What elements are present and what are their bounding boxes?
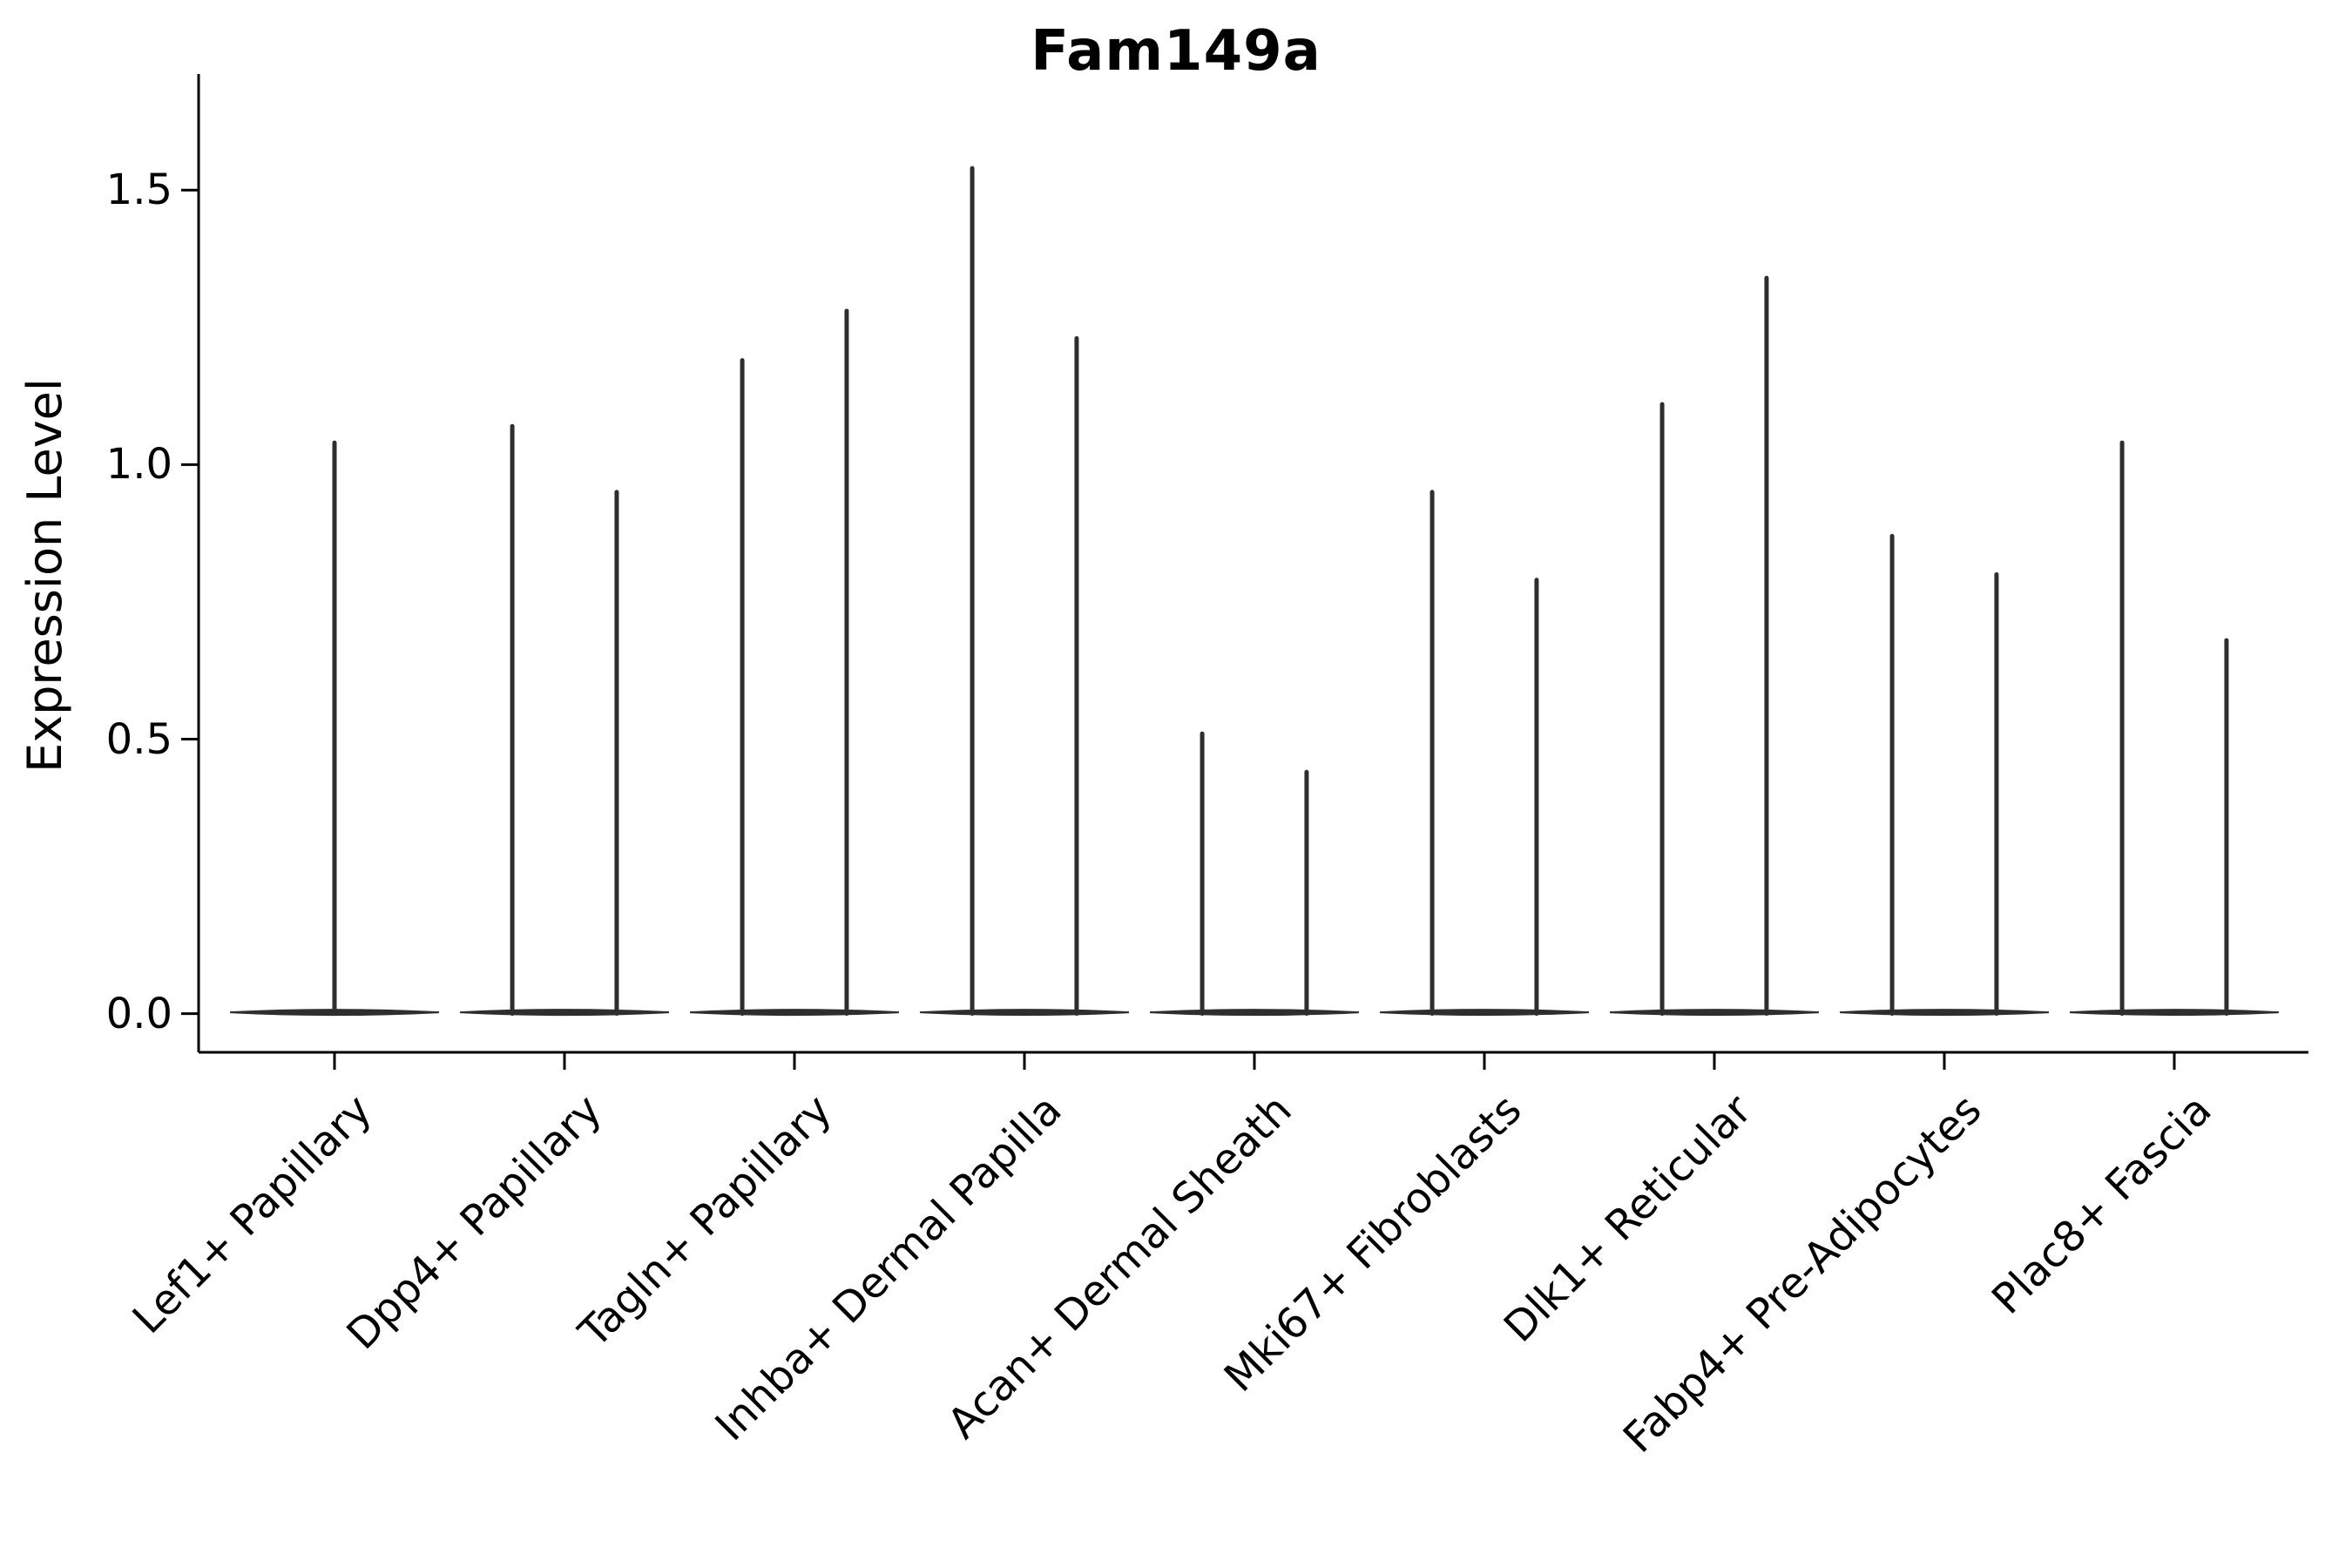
y-tick-label: 1.0 xyxy=(105,440,172,490)
violin-base xyxy=(919,1009,1130,1017)
violin-base xyxy=(1839,1009,2050,1017)
violin-base xyxy=(1609,1009,1820,1017)
violin-base xyxy=(459,1009,670,1017)
y-tick-label: 1.5 xyxy=(105,166,172,215)
violin-base xyxy=(689,1009,900,1017)
violin-base xyxy=(1149,1009,1360,1017)
chart-title: Fam149a xyxy=(1031,19,1321,84)
y-tick-label: 0.5 xyxy=(105,714,172,764)
y-tick-label: 0.0 xyxy=(105,989,172,1038)
violin-base xyxy=(1379,1009,1590,1017)
violin-base xyxy=(2069,1009,2280,1017)
